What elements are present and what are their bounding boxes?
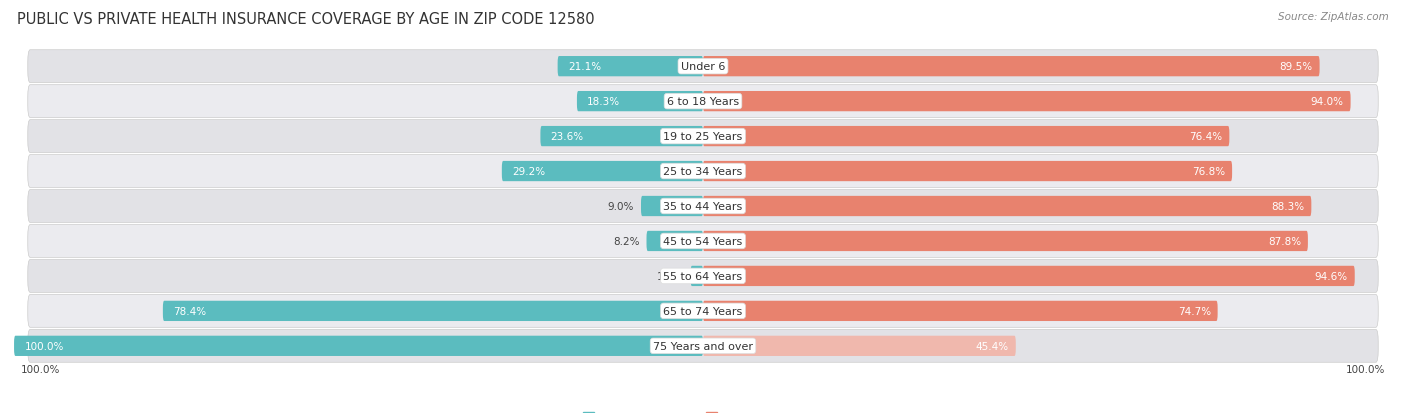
Text: 23.6%: 23.6% <box>551 132 583 142</box>
Text: 29.2%: 29.2% <box>512 166 546 177</box>
FancyBboxPatch shape <box>28 330 1378 362</box>
FancyBboxPatch shape <box>28 85 1378 118</box>
Text: 88.3%: 88.3% <box>1271 202 1305 211</box>
FancyBboxPatch shape <box>703 92 1351 112</box>
FancyBboxPatch shape <box>690 266 703 286</box>
Text: 9.0%: 9.0% <box>607 202 634 211</box>
Text: 74.7%: 74.7% <box>1178 306 1211 316</box>
FancyBboxPatch shape <box>703 336 1015 356</box>
FancyBboxPatch shape <box>28 295 1378 328</box>
FancyBboxPatch shape <box>703 266 1355 286</box>
Text: 21.1%: 21.1% <box>568 62 602 72</box>
FancyBboxPatch shape <box>703 197 1312 216</box>
Text: 19 to 25 Years: 19 to 25 Years <box>664 132 742 142</box>
Text: 8.2%: 8.2% <box>613 236 640 247</box>
Text: 76.4%: 76.4% <box>1189 132 1222 142</box>
FancyBboxPatch shape <box>703 127 1229 147</box>
FancyBboxPatch shape <box>502 161 703 182</box>
FancyBboxPatch shape <box>703 231 1308 252</box>
FancyBboxPatch shape <box>28 155 1378 188</box>
Text: Under 6: Under 6 <box>681 62 725 72</box>
Text: 1.8%: 1.8% <box>657 271 683 281</box>
Text: 100.0%: 100.0% <box>21 364 60 374</box>
Text: 94.6%: 94.6% <box>1315 271 1348 281</box>
Text: 78.4%: 78.4% <box>173 306 207 316</box>
Text: 87.8%: 87.8% <box>1268 236 1301 247</box>
Text: 45.4%: 45.4% <box>976 341 1010 351</box>
Text: 45 to 54 Years: 45 to 54 Years <box>664 236 742 247</box>
Text: 89.5%: 89.5% <box>1279 62 1313 72</box>
FancyBboxPatch shape <box>540 127 703 147</box>
FancyBboxPatch shape <box>14 336 703 356</box>
FancyBboxPatch shape <box>703 301 1218 321</box>
FancyBboxPatch shape <box>703 161 1232 182</box>
FancyBboxPatch shape <box>28 190 1378 223</box>
FancyBboxPatch shape <box>647 231 703 252</box>
Legend: Public Insurance, Private Insurance: Public Insurance, Private Insurance <box>579 408 827 413</box>
FancyBboxPatch shape <box>576 92 703 112</box>
Text: PUBLIC VS PRIVATE HEALTH INSURANCE COVERAGE BY AGE IN ZIP CODE 12580: PUBLIC VS PRIVATE HEALTH INSURANCE COVER… <box>17 12 595 27</box>
Text: 75 Years and over: 75 Years and over <box>652 341 754 351</box>
FancyBboxPatch shape <box>163 301 703 321</box>
Text: 6 to 18 Years: 6 to 18 Years <box>666 97 740 107</box>
FancyBboxPatch shape <box>28 51 1378 83</box>
FancyBboxPatch shape <box>641 197 703 216</box>
Text: 35 to 44 Years: 35 to 44 Years <box>664 202 742 211</box>
FancyBboxPatch shape <box>558 57 703 77</box>
Text: Source: ZipAtlas.com: Source: ZipAtlas.com <box>1278 12 1389 22</box>
Text: 25 to 34 Years: 25 to 34 Years <box>664 166 742 177</box>
Text: 65 to 74 Years: 65 to 74 Years <box>664 306 742 316</box>
Text: 100.0%: 100.0% <box>24 341 63 351</box>
Text: 18.3%: 18.3% <box>588 97 620 107</box>
Text: 55 to 64 Years: 55 to 64 Years <box>664 271 742 281</box>
Text: 100.0%: 100.0% <box>1346 364 1385 374</box>
FancyBboxPatch shape <box>703 57 1320 77</box>
FancyBboxPatch shape <box>28 120 1378 153</box>
Text: 76.8%: 76.8% <box>1192 166 1225 177</box>
FancyBboxPatch shape <box>28 260 1378 293</box>
FancyBboxPatch shape <box>28 225 1378 258</box>
Text: 94.0%: 94.0% <box>1310 97 1344 107</box>
